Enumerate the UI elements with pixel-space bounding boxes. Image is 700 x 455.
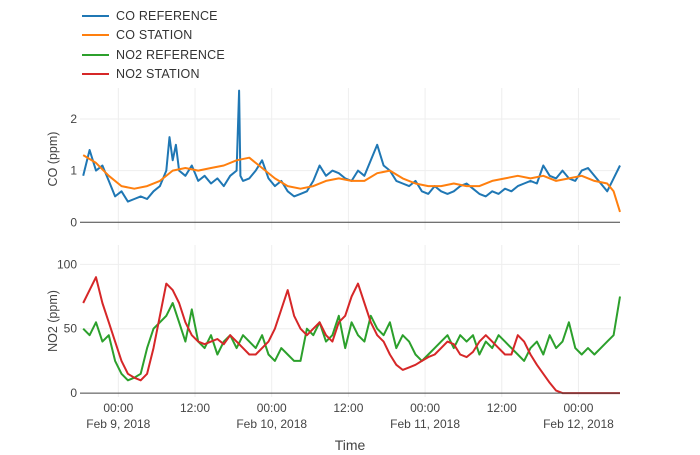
legend-label: CO REFERENCE [116,8,218,23]
legend-label: NO2 REFERENCE [116,47,225,62]
series-line-no2-station [82,276,620,395]
x-tick-date-label: Feb 10, 2018 [236,417,307,431]
legend-item-no2-reference[interactable]: NO2 REFERENCE [82,45,225,65]
x-tick-date-label: Feb 11, 2018 [390,417,460,431]
series-line-no2-reference [82,296,621,382]
legend-swatch-co-station [82,34,109,37]
x-tick-label: 12:00 [487,401,517,415]
subplot-1: 0 1 2 CO (ppm) [46,88,621,230]
y-tick-label: 50 [64,322,78,336]
y-tick-label: 1 [70,164,77,178]
x-tick-date-label: Feb 12, 2018 [543,417,614,431]
x-tick-label: 00:00 [103,401,133,415]
legend-label: CO STATION [116,28,193,43]
legend-swatch-no2-reference [82,53,109,56]
x-tick-label: 12:00 [180,401,210,415]
series-line-co-reference [82,89,621,203]
x-tick-date-label: Feb 9, 2018 [86,417,150,431]
x-tick-label: 00:00 [563,401,593,415]
y-axis-title: CO (ppm) [46,132,60,187]
x-axis-title: Time [335,437,366,453]
y-tick-label: 100 [57,257,77,271]
x-tick-label: 00:00 [257,401,287,415]
legend-item-co-station[interactable]: CO STATION [82,26,225,46]
x-tick-label: 00:00 [410,401,440,415]
series-line-co-station [82,154,621,213]
y-tick-label: 0 [70,386,77,400]
legend-label: NO2 STATION [116,67,200,82]
legend-swatch-co-reference [82,14,109,17]
subplot-2: 0 50 100 NO2 (ppm) [46,245,621,400]
y-tick-label: 2 [70,112,77,126]
y-tick-label: 0 [70,215,77,229]
chart-legend: CO REFERENCE CO STATION NO2 REFERENCE NO… [82,6,225,84]
legend-item-co-reference[interactable]: CO REFERENCE [82,6,225,26]
legend-item-no2-station[interactable]: NO2 STATION [82,65,225,85]
legend-swatch-no2-station [82,73,109,76]
x-tick-label: 12:00 [333,401,363,415]
y-axis-title: NO2 (ppm) [46,290,60,352]
